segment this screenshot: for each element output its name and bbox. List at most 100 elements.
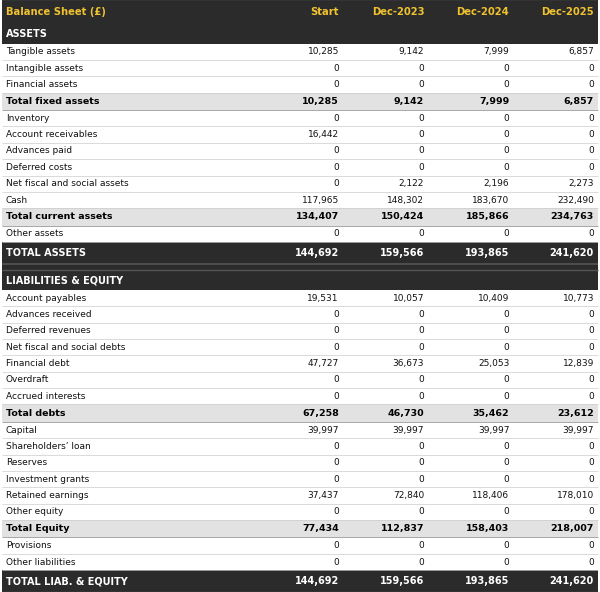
Text: 36,673: 36,673	[392, 359, 424, 368]
Text: Account payables: Account payables	[6, 294, 86, 303]
Text: 7,999: 7,999	[479, 97, 509, 106]
Text: 39,997: 39,997	[392, 426, 424, 435]
Bar	[2, 306, 598, 323]
Text: 183,670: 183,670	[472, 195, 509, 205]
Text: 148,302: 148,302	[387, 195, 424, 205]
Text: 10,773: 10,773	[562, 294, 594, 303]
Text: 193,865: 193,865	[465, 576, 509, 586]
Text: 0: 0	[333, 146, 339, 156]
Text: 2,196: 2,196	[484, 179, 509, 188]
Bar	[2, 127, 598, 143]
Text: 241,620: 241,620	[550, 248, 594, 258]
Text: 0: 0	[333, 392, 339, 401]
Text: 46,730: 46,730	[388, 408, 424, 418]
Text: 178,010: 178,010	[557, 491, 594, 500]
Text: 0: 0	[588, 130, 594, 139]
Bar	[2, 60, 598, 76]
Text: Financial assets: Financial assets	[6, 80, 77, 89]
Text: 0: 0	[503, 310, 509, 319]
Text: 0: 0	[418, 146, 424, 156]
Text: Deferred revenues: Deferred revenues	[6, 326, 91, 336]
Text: 0: 0	[503, 343, 509, 352]
Bar	[2, 44, 598, 60]
Text: Cash: Cash	[6, 195, 28, 205]
Text: 0: 0	[418, 310, 424, 319]
Text: 7,999: 7,999	[484, 47, 509, 56]
Text: 0: 0	[333, 558, 339, 567]
Bar	[2, 404, 598, 422]
Text: 159,566: 159,566	[380, 576, 424, 586]
Text: 0: 0	[333, 375, 339, 384]
Text: 0: 0	[333, 179, 339, 188]
Text: 0: 0	[418, 541, 424, 550]
Text: LIABILITIES & EQUITY: LIABILITIES & EQUITY	[6, 275, 123, 285]
Text: 0: 0	[418, 558, 424, 567]
Text: 117,965: 117,965	[302, 195, 339, 205]
Text: 23,612: 23,612	[557, 408, 594, 418]
Text: Balance Sheet (£): Balance Sheet (£)	[6, 7, 106, 17]
Text: 241,620: 241,620	[550, 576, 594, 586]
Text: 72,840: 72,840	[393, 491, 424, 500]
Text: 0: 0	[588, 442, 594, 451]
Text: 0: 0	[333, 541, 339, 550]
Text: 0: 0	[333, 63, 339, 73]
Text: 112,837: 112,837	[380, 525, 424, 533]
Text: 218,007: 218,007	[551, 525, 594, 533]
Text: 0: 0	[588, 392, 594, 401]
Bar	[2, 487, 598, 504]
Text: Overdraft: Overdraft	[6, 375, 49, 384]
Text: 19,531: 19,531	[307, 294, 339, 303]
Text: Total Equity: Total Equity	[6, 525, 70, 533]
Text: 232,490: 232,490	[557, 195, 594, 205]
Text: 0: 0	[333, 310, 339, 319]
Text: 0: 0	[503, 114, 509, 123]
Text: 0: 0	[503, 63, 509, 73]
Text: 0: 0	[503, 229, 509, 239]
Bar	[2, 264, 598, 271]
Text: 0: 0	[418, 163, 424, 172]
Text: 2,122: 2,122	[399, 179, 424, 188]
Text: 0: 0	[588, 326, 594, 336]
Bar	[2, 323, 598, 339]
Text: 0: 0	[333, 507, 339, 516]
Bar	[2, 538, 598, 554]
Text: 0: 0	[418, 442, 424, 451]
Bar	[2, 455, 598, 471]
Text: 158,403: 158,403	[466, 525, 509, 533]
Text: Capital: Capital	[6, 426, 38, 435]
Text: 0: 0	[333, 343, 339, 352]
Bar	[2, 208, 598, 226]
Text: 0: 0	[503, 458, 509, 467]
Text: 0: 0	[503, 442, 509, 451]
Text: Other equity: Other equity	[6, 507, 64, 516]
Bar	[2, 24, 598, 44]
Text: 0: 0	[503, 558, 509, 567]
Text: 77,434: 77,434	[302, 525, 339, 533]
Bar	[2, 93, 598, 110]
Text: Deferred costs: Deferred costs	[6, 163, 72, 172]
Text: 159,566: 159,566	[380, 248, 424, 258]
Bar	[2, 355, 598, 372]
Text: 0: 0	[588, 458, 594, 467]
Bar	[2, 176, 598, 192]
Text: 0: 0	[418, 326, 424, 336]
Text: 0: 0	[503, 163, 509, 172]
Text: Tangible assets: Tangible assets	[6, 47, 75, 56]
Text: 0: 0	[333, 114, 339, 123]
Text: 0: 0	[503, 80, 509, 89]
Text: 39,997: 39,997	[478, 426, 509, 435]
Text: 0: 0	[588, 229, 594, 239]
Text: 0: 0	[503, 130, 509, 139]
Text: 0: 0	[418, 229, 424, 239]
Text: 0: 0	[503, 541, 509, 550]
Bar	[2, 422, 598, 438]
Text: 0: 0	[418, 507, 424, 516]
Bar	[2, 76, 598, 93]
Text: 0: 0	[418, 458, 424, 467]
Text: 185,866: 185,866	[466, 213, 509, 221]
Text: Shareholders’ loan: Shareholders’ loan	[6, 442, 91, 451]
Text: 0: 0	[333, 229, 339, 239]
Text: 10,057: 10,057	[392, 294, 424, 303]
Bar	[2, 192, 598, 208]
Text: Other liabilities: Other liabilities	[6, 558, 76, 567]
